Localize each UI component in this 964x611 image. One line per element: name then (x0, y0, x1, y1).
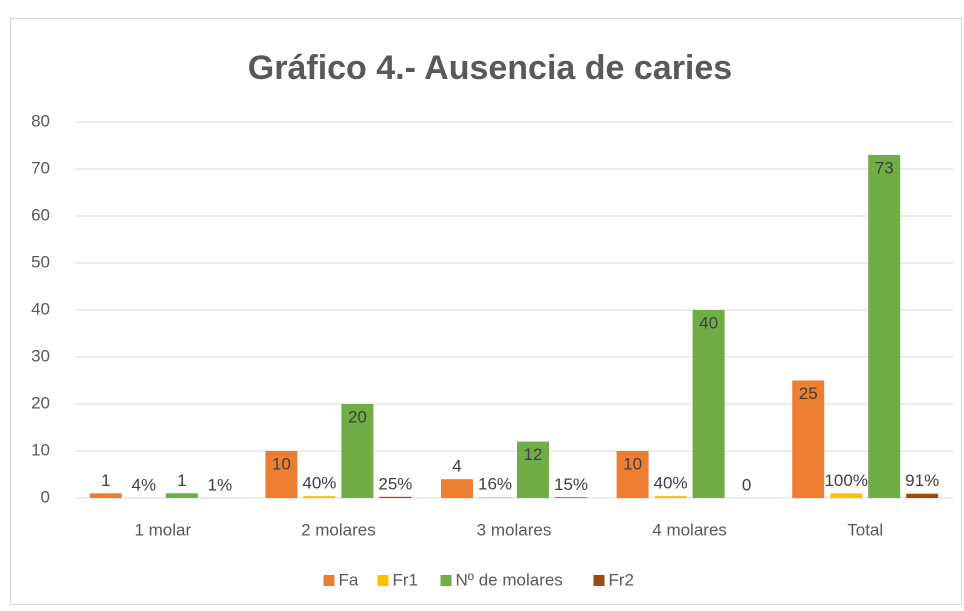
bar (341, 404, 374, 498)
bar (906, 493, 939, 498)
bar (830, 493, 863, 498)
legend-label: Fr2 (609, 570, 635, 589)
data-label: 40 (699, 313, 718, 332)
bar (555, 497, 587, 498)
bar (654, 496, 687, 498)
data-label: 10 (272, 454, 291, 473)
y-tick-label: 40 (31, 299, 50, 318)
data-label: 1% (208, 475, 233, 494)
x-tick-label: Total (847, 520, 883, 539)
y-tick-label: 30 (31, 346, 50, 365)
bar (616, 451, 649, 498)
y-tick-label: 50 (31, 252, 50, 271)
chart-title: Gráfico 4.- Ausencia de caries (248, 49, 732, 87)
bar (517, 441, 549, 498)
legend-swatch (440, 575, 452, 586)
bar (379, 496, 412, 498)
data-label: 15% (554, 475, 588, 494)
bar (265, 451, 298, 498)
x-tick-label: 1 molar (134, 520, 191, 539)
data-label: 100% (824, 471, 867, 490)
data-label: 40% (654, 474, 688, 493)
legend-swatch (593, 575, 605, 586)
legend-label: Fr1 (393, 570, 419, 589)
bar (692, 310, 725, 498)
x-tick-label: 3 molares (477, 520, 552, 539)
data-label: 1 (177, 471, 186, 490)
data-label: 40% (302, 474, 336, 493)
data-label: 0 (742, 475, 751, 494)
data-label: 25 (799, 384, 818, 403)
data-label: 12 (524, 445, 543, 464)
legend-swatch (323, 575, 335, 586)
data-label: 1 (101, 471, 110, 490)
data-label: 25% (378, 474, 412, 493)
data-label: 91% (905, 471, 939, 490)
data-label: 10 (623, 454, 642, 473)
y-tick-label: 0 (41, 487, 50, 506)
data-label: 16% (478, 475, 512, 494)
x-tick-label: 2 molares (301, 520, 376, 539)
bar (441, 479, 473, 498)
data-label: 4 (452, 457, 461, 476)
y-tick-label: 70 (31, 158, 50, 177)
chart-border (10, 18, 962, 605)
y-tick-label: 10 (31, 440, 50, 459)
bar (303, 496, 336, 498)
x-tick-label: 4 molares (652, 520, 727, 539)
legend-label: Fa (339, 570, 359, 589)
y-tick-label: 20 (31, 393, 50, 412)
bar (165, 493, 198, 498)
bar (479, 497, 511, 498)
data-label: 73 (875, 158, 894, 177)
bar (89, 493, 122, 498)
data-label: 20 (348, 407, 367, 426)
bar (792, 380, 825, 498)
y-tick-label: 80 (31, 111, 50, 130)
y-tick-label: 60 (31, 205, 50, 224)
legend-swatch (377, 575, 389, 586)
legend-label: Nº de molares (456, 570, 563, 589)
bar (868, 154, 901, 498)
data-label: 4% (132, 475, 157, 494)
